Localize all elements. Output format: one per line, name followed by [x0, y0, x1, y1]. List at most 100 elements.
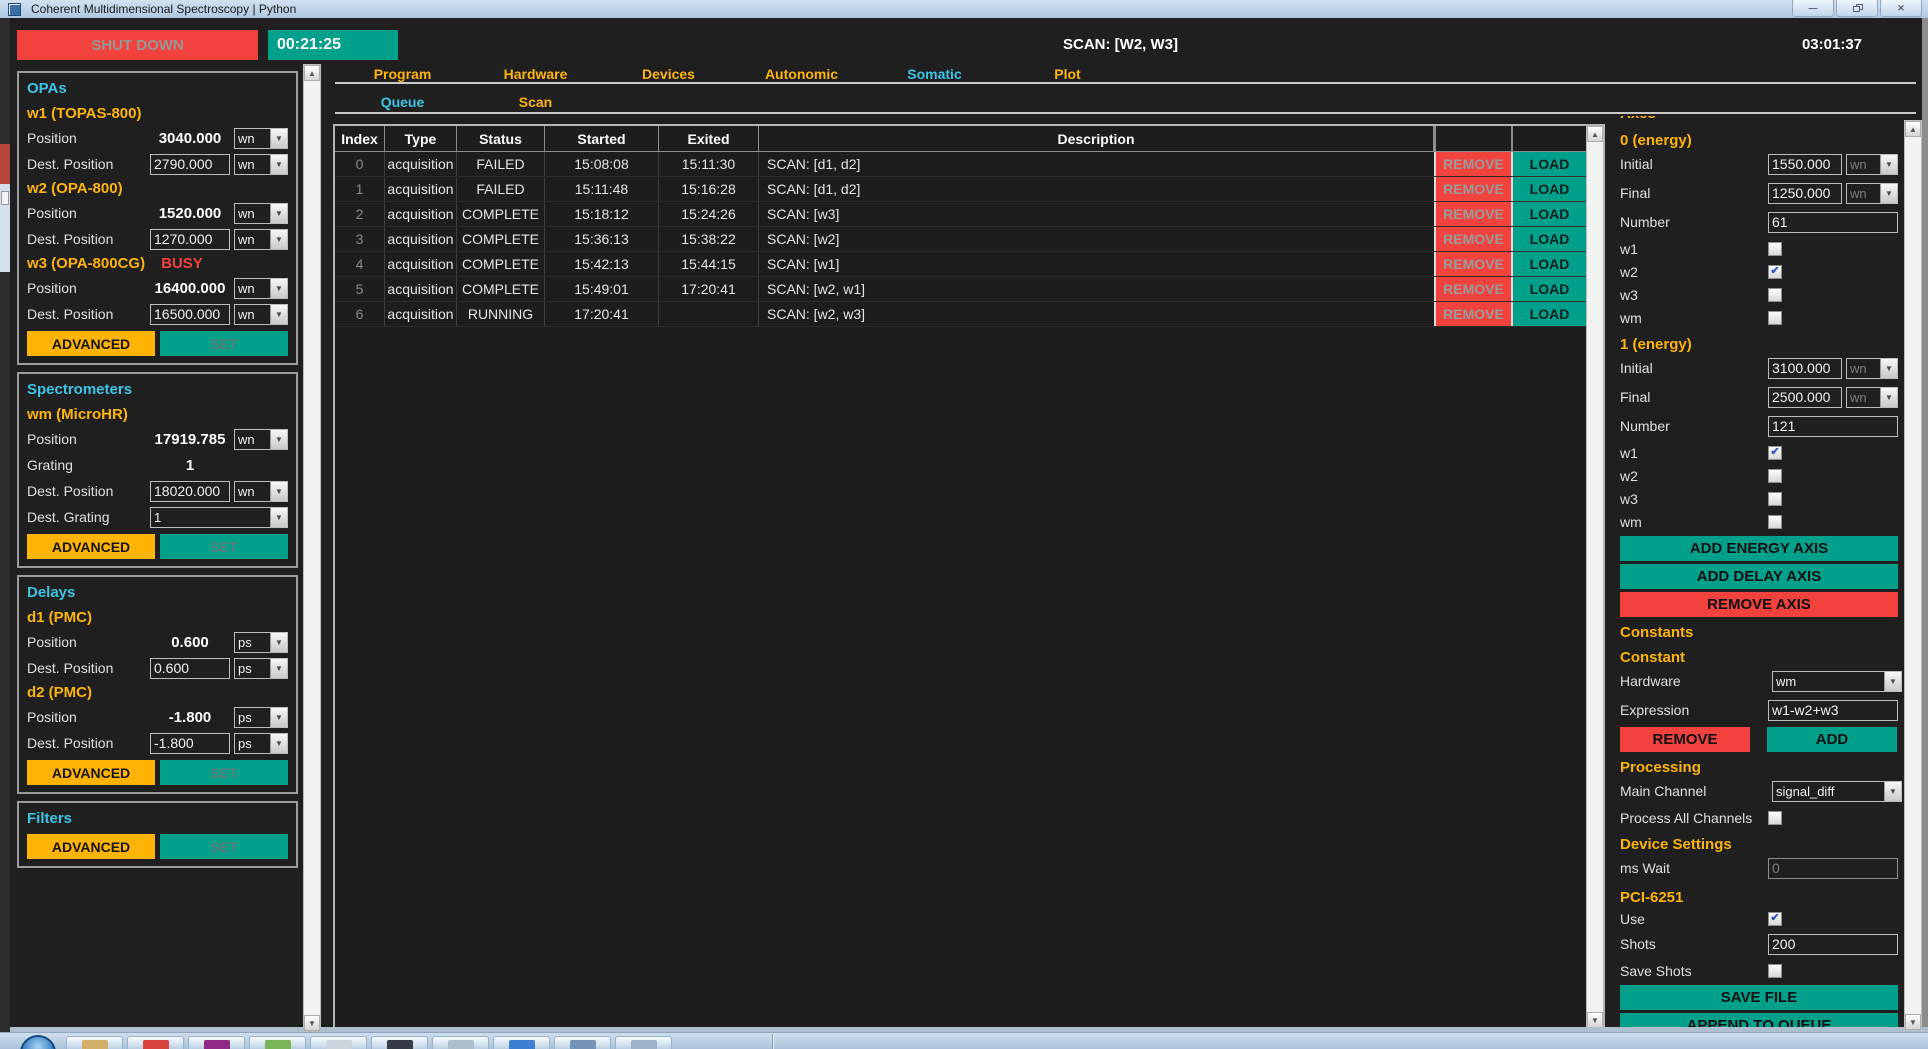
input-final[interactable] — [1768, 182, 1842, 204]
advanced-button[interactable]: ADVANCED — [27, 534, 155, 559]
tab-devices[interactable]: Devices — [642, 66, 695, 82]
chevron-down-icon[interactable]: ▼ — [270, 229, 287, 249]
unit-combo[interactable]: wn ▼ — [234, 303, 288, 325]
unit-combo[interactable]: wn ▼ — [1846, 357, 1898, 379]
unit-combo[interactable]: wn ▼ — [234, 202, 288, 224]
chevron-down-icon[interactable]: ▼ — [270, 203, 287, 223]
checkbox-wm[interactable] — [1768, 310, 1782, 325]
remove-axis-button[interactable]: REMOVE AXIS — [1620, 592, 1898, 617]
chevron-down-icon[interactable]: ▼ — [270, 707, 287, 727]
taskbar-button-1[interactable] — [66, 1036, 123, 1049]
load-button[interactable]: LOAD — [1511, 202, 1586, 226]
checkbox-w3[interactable] — [1768, 491, 1782, 506]
tab-hardware[interactable]: Hardware — [503, 66, 568, 82]
add-delay-axis-button[interactable]: ADD DELAY AXIS — [1620, 564, 1898, 589]
close-button[interactable]: ✕ — [1880, 0, 1922, 17]
chevron-down-icon[interactable]: ▼ — [270, 154, 287, 174]
checkbox-w3[interactable] — [1768, 287, 1782, 302]
advanced-button[interactable]: ADVANCED — [27, 331, 155, 356]
taskbar-button-3[interactable] — [188, 1036, 245, 1049]
chevron-down-icon[interactable]: ▼ — [270, 304, 287, 324]
chevron-down-icon[interactable]: ▼ — [270, 632, 287, 652]
unit-combo[interactable]: wn ▼ — [234, 428, 288, 450]
scroll-down-button[interactable]: ▼ — [304, 1015, 320, 1031]
checkbox-w1[interactable] — [1768, 241, 1782, 256]
set-button[interactable]: SET — [160, 760, 288, 785]
load-button[interactable]: LOAD — [1511, 227, 1586, 251]
chevron-down-icon[interactable]: ▼ — [1880, 358, 1897, 378]
checkbox-process-all-channels[interactable] — [1768, 810, 1782, 825]
set-button[interactable]: SET — [160, 534, 288, 559]
input-number[interactable] — [1768, 211, 1898, 233]
load-button[interactable]: LOAD — [1511, 177, 1586, 201]
load-button[interactable]: LOAD — [1511, 302, 1586, 326]
right-panel-scrollbar[interactable]: ▲ ▼ — [1904, 120, 1922, 1031]
remove-button[interactable]: REMOVE — [1434, 177, 1511, 201]
scroll-down-button[interactable]: ▼ — [1905, 1014, 1921, 1030]
scroll-down-button[interactable]: ▼ — [1587, 1012, 1603, 1028]
tab-plot[interactable]: Plot — [1054, 66, 1081, 82]
input-dest-position[interactable] — [150, 228, 230, 250]
chevron-down-icon[interactable]: ▼ — [1880, 387, 1897, 407]
unit-combo[interactable]: wn ▼ — [234, 127, 288, 149]
restore-button[interactable] — [1836, 0, 1878, 17]
taskbar-button-4[interactable] — [249, 1036, 306, 1049]
load-button[interactable]: LOAD — [1511, 152, 1586, 176]
unit-combo[interactable]: wn ▼ — [1846, 153, 1898, 175]
tab-autonomic[interactable]: Autonomic — [764, 66, 839, 82]
chevron-down-icon[interactable]: ▼ — [1884, 671, 1901, 691]
unit-combo[interactable]: ps ▼ — [234, 732, 288, 754]
unit-combo[interactable]: wn ▼ — [234, 228, 288, 250]
tab-somatic[interactable]: Somatic — [907, 66, 962, 82]
input-dest-position[interactable] — [150, 657, 230, 679]
input-expression[interactable] — [1768, 699, 1898, 721]
taskbar-button-8[interactable] — [493, 1036, 550, 1049]
input-dest-position[interactable] — [150, 732, 230, 754]
chevron-down-icon[interactable]: ▼ — [270, 128, 287, 148]
subtab-queue[interactable]: Queue — [380, 94, 425, 110]
unit-combo[interactable]: wn ▼ — [234, 480, 288, 502]
input-dest-position[interactable] — [150, 153, 230, 175]
unit-combo[interactable]: wn ▼ — [234, 153, 288, 175]
taskbar-button-10[interactable] — [615, 1036, 672, 1049]
select-hardware[interactable]: wm ▼ — [1772, 670, 1902, 692]
remove-button[interactable]: REMOVE — [1434, 277, 1511, 301]
load-button[interactable]: LOAD — [1511, 277, 1586, 301]
taskbar-button-6[interactable] — [371, 1036, 428, 1049]
chevron-down-icon[interactable]: ▼ — [1884, 781, 1901, 801]
checkbox-wm[interactable] — [1768, 514, 1782, 529]
checkbox-w1[interactable]: ✔ — [1768, 445, 1782, 460]
input-initial[interactable] — [1768, 153, 1842, 175]
taskbar-button-2[interactable] — [127, 1036, 184, 1049]
sidebar-scrollbar[interactable]: ▲ ▼ — [303, 64, 321, 1032]
tab-program[interactable]: Program — [373, 66, 432, 82]
remove-button[interactable]: REMOVE — [1434, 152, 1511, 176]
checkbox-save-shots[interactable] — [1768, 963, 1782, 978]
checkbox-w2[interactable] — [1768, 468, 1782, 483]
add-button[interactable]: ADD — [1767, 727, 1897, 752]
taskbar-button-5[interactable] — [310, 1036, 367, 1049]
minimize-button[interactable]: — — [1792, 0, 1834, 17]
remove-button[interactable]: REMOVE — [1434, 202, 1511, 226]
chevron-down-icon[interactable]: ▼ — [270, 507, 287, 527]
unit-combo[interactable]: wn ▼ — [1846, 182, 1898, 204]
chevron-down-icon[interactable]: ▼ — [270, 658, 287, 678]
taskbar-button-9[interactable] — [554, 1036, 611, 1049]
load-button[interactable]: LOAD — [1511, 252, 1586, 276]
scroll-up-button[interactable]: ▲ — [1905, 121, 1921, 137]
input-dest-position[interactable] — [150, 480, 230, 502]
unit-combo[interactable]: wn ▼ — [1846, 386, 1898, 408]
input-dest-position[interactable] — [150, 303, 230, 325]
chevron-down-icon[interactable]: ▼ — [270, 429, 287, 449]
input-shots[interactable] — [1768, 933, 1898, 955]
shut-down-button[interactable]: SHUT DOWN — [17, 30, 258, 60]
chevron-down-icon[interactable]: ▼ — [1880, 183, 1897, 203]
checkbox-w2[interactable]: ✔ — [1768, 264, 1782, 279]
queue-scrollbar[interactable]: ▲ ▼ — [1586, 126, 1603, 1028]
chevron-down-icon[interactable]: ▼ — [1880, 154, 1897, 174]
advanced-button[interactable]: ADVANCED — [27, 760, 155, 785]
advanced-button[interactable]: ADVANCED — [27, 834, 155, 859]
remove-button[interactable]: REMOVE — [1434, 302, 1511, 326]
save-file-button[interactable]: SAVE FILE — [1620, 985, 1898, 1010]
input-initial[interactable] — [1768, 357, 1842, 379]
